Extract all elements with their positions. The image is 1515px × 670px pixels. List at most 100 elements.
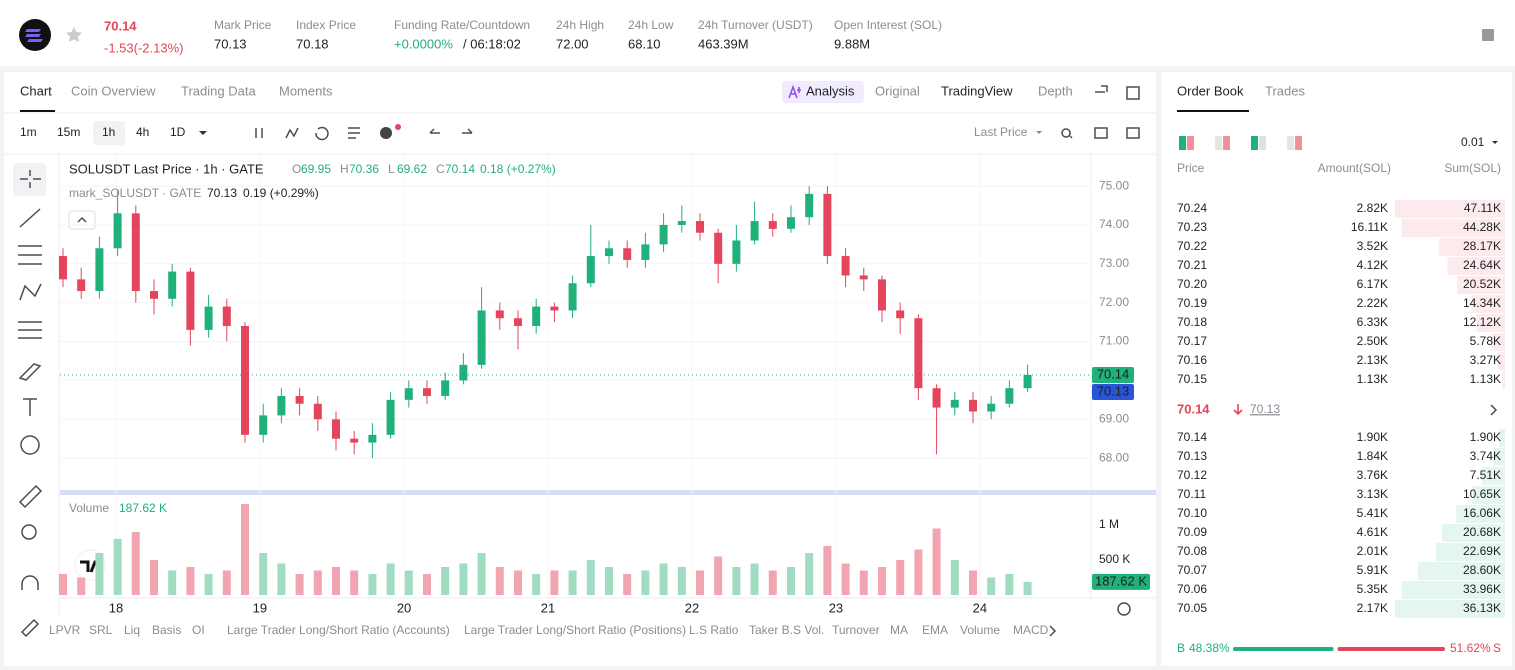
brush-tool[interactable] — [18, 363, 42, 381]
depth-bar — [1401, 219, 1505, 237]
channel-tool[interactable] — [18, 245, 42, 265]
indicator-tab[interactable]: MACD — [1013, 623, 1049, 637]
ob-tab[interactable]: Trades — [1265, 83, 1305, 98]
indicator-tab[interactable]: EMA — [922, 623, 948, 637]
interval[interactable]: 1D — [170, 125, 186, 139]
layout-icon[interactable] — [1215, 136, 1222, 150]
view-tab[interactable]: Original — [875, 83, 920, 98]
indicator-tab[interactable]: LPVR — [49, 623, 81, 637]
view-tab[interactable]: TradingView — [941, 83, 1013, 98]
precision[interactable]: 0.01 — [1461, 135, 1485, 149]
chart-tab[interactable]: Moments — [279, 83, 333, 98]
interval[interactable]: 1h — [102, 125, 115, 139]
layout-icon[interactable] — [1187, 136, 1194, 150]
tool-active-bg — [13, 163, 46, 196]
ob-price[interactable]: 70.11 — [1177, 487, 1206, 501]
volume-tick-label: 1 M — [1099, 517, 1119, 531]
ob-amount: 1.84K — [1357, 449, 1388, 463]
indicator-tab[interactable]: Large Trader Long/Short Ratio (Positions… — [464, 623, 686, 637]
ob-price[interactable]: 70.23 — [1177, 220, 1207, 234]
favorite-star[interactable] — [66, 27, 82, 42]
indicator-tab[interactable]: OI — [192, 623, 205, 637]
ob-price[interactable]: 70.24 — [1177, 201, 1207, 215]
candle-body — [422, 388, 431, 396]
candle-body — [1005, 388, 1014, 404]
chart-tab[interactable]: Chart — [20, 83, 52, 98]
toolbar-icons[interactable] — [255, 126, 473, 141]
ob-price[interactable]: 70.10 — [1177, 506, 1207, 520]
crosshair-tool[interactable] — [20, 170, 41, 188]
view-tab[interactable]: Depth — [1038, 83, 1073, 98]
ob-price[interactable]: 70.13 — [1177, 449, 1207, 463]
indicator-tab[interactable]: Volume — [960, 623, 1000, 637]
ob-amount: 16.11K — [1351, 220, 1388, 234]
price-type[interactable]: Last Price — [974, 125, 1028, 139]
layout-icon[interactable] — [1295, 136, 1302, 150]
ob-price[interactable]: 70.20 — [1177, 277, 1207, 291]
indicator-tab[interactable]: Taker B.S Vol. — [749, 623, 824, 637]
indicator-tab[interactable]: Large Trader Long/Short Ratio (Accounts) — [227, 623, 450, 637]
view-icons[interactable] — [1095, 85, 1140, 100]
ob-amount: 6.17K — [1357, 277, 1388, 291]
interval[interactable]: 1m — [20, 125, 37, 139]
volume-bar — [331, 566, 340, 595]
emoji-tool[interactable] — [20, 435, 40, 455]
ob-sum: 12.12K — [1463, 315, 1501, 329]
line-tool[interactable] — [19, 208, 41, 228]
magnet-tool[interactable] — [21, 575, 39, 590]
indicator-tab[interactable]: SRL — [89, 623, 113, 637]
chart-tab[interactable]: Coin Overview — [71, 83, 156, 98]
candle-body — [532, 306, 541, 326]
ob-tab[interactable]: Order Book — [1177, 83, 1244, 98]
ob-price[interactable]: 70.14 — [1177, 430, 1207, 444]
layout-icon[interactable] — [1259, 136, 1266, 150]
pattern-tool[interactable] — [19, 283, 42, 301]
pane-separator[interactable] — [60, 490, 1156, 495]
layout-icon[interactable] — [1287, 136, 1294, 150]
ob-price[interactable]: 70.22 — [1177, 239, 1207, 253]
chevron[interactable] — [1490, 404, 1498, 416]
layout-icon[interactable] — [1251, 136, 1258, 150]
stat-value: 463.39M — [698, 36, 749, 51]
settings-icon[interactable] — [1482, 29, 1494, 41]
indicator-tab[interactable]: Liq — [124, 623, 140, 637]
ohlc-key: H — [340, 162, 349, 176]
indicator-tab[interactable]: L.S Ratio — [689, 623, 739, 637]
layout-icon[interactable] — [1179, 136, 1186, 150]
ob-price[interactable]: 70.06 — [1177, 582, 1207, 596]
more-indicators[interactable] — [1049, 625, 1057, 637]
ob-price[interactable]: 70.05 — [1177, 601, 1207, 615]
candle-body — [695, 221, 704, 233]
axis-settings[interactable] — [1117, 602, 1131, 616]
chart-tab[interactable]: Trading Data — [181, 83, 256, 98]
indicator-tab[interactable]: Turnover — [832, 623, 880, 637]
ob-price[interactable]: 70.18 — [1177, 315, 1207, 329]
ob-price[interactable]: 70.17 — [1177, 334, 1207, 348]
volume-bar — [495, 566, 504, 595]
ruler-tool[interactable] — [18, 484, 43, 509]
ob-price[interactable]: 70.21 — [1177, 258, 1207, 272]
interval[interactable]: 4h — [136, 125, 149, 139]
interval[interactable]: 15m — [57, 125, 80, 139]
ob-price[interactable]: 70.08 — [1177, 544, 1207, 558]
x-tick-label: 22 — [685, 600, 699, 615]
depth-bar — [1493, 448, 1505, 466]
ob-price[interactable]: 70.19 — [1177, 296, 1207, 310]
fib-tool[interactable] — [18, 321, 42, 339]
collapse-button[interactable] — [68, 210, 96, 230]
ob-price[interactable]: 70.09 — [1177, 525, 1207, 539]
pen-tool[interactable] — [20, 618, 40, 638]
ob-price[interactable]: 70.07 — [1177, 563, 1207, 577]
text-tool[interactable] — [23, 398, 37, 416]
layout-icon[interactable] — [1223, 136, 1230, 150]
toolbar-right-icons[interactable] — [1061, 127, 1140, 139]
indicator-icon[interactable] — [380, 127, 392, 139]
volume-bar — [968, 570, 977, 595]
indicator-tab[interactable]: MA — [890, 623, 908, 637]
zoom-tool[interactable] — [21, 524, 37, 540]
view-tab[interactable]: Analysis — [806, 83, 855, 98]
indicator-tab[interactable]: Basis — [152, 623, 181, 637]
ob-price[interactable]: 70.15 — [1177, 372, 1207, 386]
ob-price[interactable]: 70.12 — [1177, 468, 1207, 482]
ob-price[interactable]: 70.16 — [1177, 353, 1207, 367]
